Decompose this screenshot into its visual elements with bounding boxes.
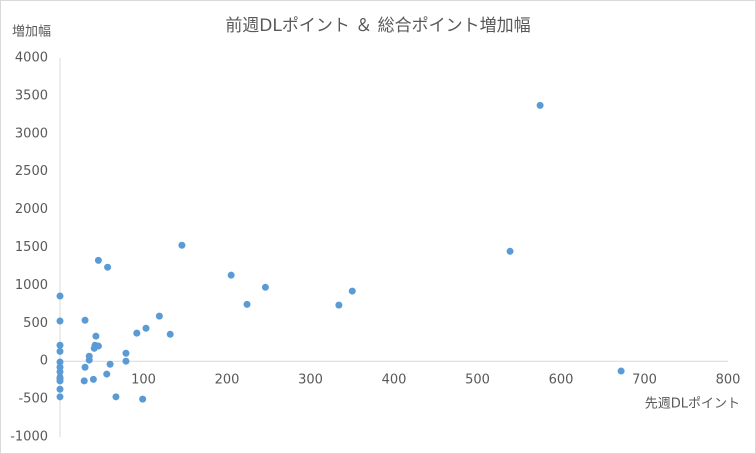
point <box>348 287 356 295</box>
point <box>92 332 100 340</box>
point <box>56 341 64 349</box>
point <box>56 368 64 376</box>
x-tick-label: 800 <box>716 373 741 388</box>
point <box>155 312 163 320</box>
y-tick-label: 500 <box>23 316 48 331</box>
point <box>139 395 147 403</box>
x-tick-label: 500 <box>465 373 490 388</box>
point <box>122 357 130 365</box>
y-tick-label: 3000 <box>15 126 48 141</box>
y-tick-label: -500 <box>18 392 48 407</box>
point <box>104 263 112 271</box>
x-tick-label: 200 <box>215 373 240 388</box>
point <box>227 271 235 279</box>
point <box>56 393 64 401</box>
point <box>617 367 625 375</box>
point <box>81 316 89 324</box>
point <box>335 301 343 309</box>
point <box>122 349 130 357</box>
point <box>166 330 174 338</box>
y-tick-label: 4000 <box>15 51 48 66</box>
y-tick-label: 1000 <box>15 278 48 293</box>
point <box>133 329 141 337</box>
x-tick-label: 100 <box>131 373 156 388</box>
x-tick-label: 700 <box>632 373 657 388</box>
point <box>85 356 93 364</box>
point <box>94 342 102 350</box>
y-tick-label: 2000 <box>15 202 48 217</box>
y-tick-label: 2500 <box>15 164 48 179</box>
point <box>103 370 111 378</box>
x-tick-label: 400 <box>382 373 407 388</box>
point <box>56 358 64 366</box>
point <box>56 377 64 385</box>
chart-title: 前週DLポイント ＆ 総合ポイント増加幅 <box>225 16 530 36</box>
point <box>81 363 89 371</box>
y-tick-label: -1000 <box>10 430 48 445</box>
point <box>80 377 88 385</box>
y-tick-label: 1500 <box>15 240 48 255</box>
x-tick-label: 600 <box>549 373 574 388</box>
point <box>56 347 64 355</box>
point <box>178 241 186 249</box>
point <box>56 317 64 325</box>
x-axis-label: 先週DLポイント <box>645 397 740 412</box>
y-axis-label: 増加幅 <box>12 25 51 40</box>
point <box>56 385 64 393</box>
point <box>56 292 64 300</box>
point <box>536 101 544 109</box>
y-tick-label: 0 <box>40 354 48 369</box>
point <box>261 283 269 291</box>
x-tick-label: 300 <box>298 373 323 388</box>
point <box>89 375 97 383</box>
point <box>106 360 114 368</box>
point <box>94 256 102 264</box>
point <box>112 393 120 401</box>
point <box>142 324 150 332</box>
y-tick-label: 3500 <box>15 88 48 103</box>
point <box>243 300 251 308</box>
point <box>506 247 514 255</box>
